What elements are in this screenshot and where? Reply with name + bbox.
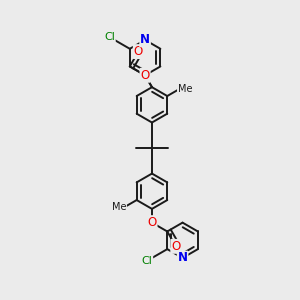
Text: Cl: Cl — [141, 256, 152, 266]
Text: N: N — [178, 251, 188, 265]
Text: O: O — [147, 216, 157, 229]
Text: Cl: Cl — [104, 32, 115, 42]
Text: O: O — [134, 45, 143, 58]
Text: Me: Me — [112, 202, 126, 212]
Text: N: N — [140, 34, 150, 46]
Text: O: O — [171, 240, 181, 253]
Text: O: O — [140, 69, 150, 82]
Text: Me: Me — [178, 84, 192, 94]
